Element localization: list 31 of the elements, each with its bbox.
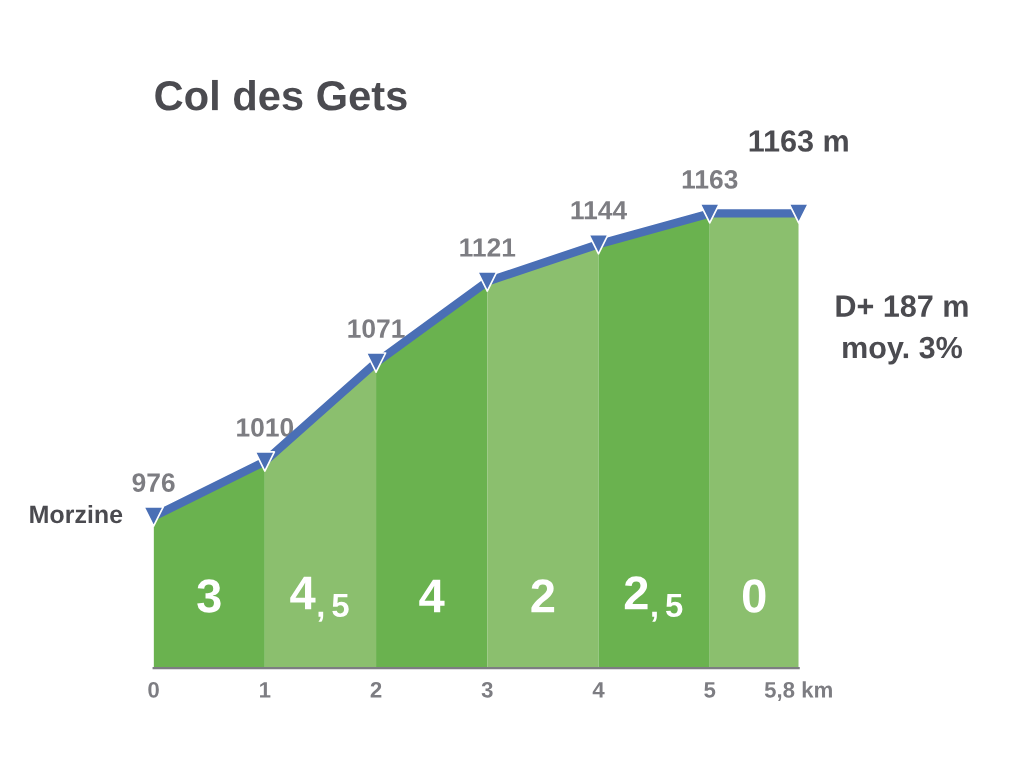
band-label: 2	[531, 579, 555, 613]
x-tick-label: 5,8 km	[764, 681, 832, 701]
point	[254, 451, 276, 472]
point	[699, 203, 721, 224]
annotation: 1163 m	[749, 130, 848, 152]
band-label: 4	[419, 579, 445, 613]
point	[788, 203, 810, 224]
band-label: 4$_{,5}$	[290, 576, 349, 622]
band-label: 2$_{,5}$	[624, 576, 683, 622]
point	[365, 352, 387, 373]
text: D+ 187 m	[836, 295, 968, 317]
data-label: 1010	[237, 418, 294, 437]
x-tick-label: 1	[260, 682, 271, 698]
band-label: 3	[197, 579, 221, 613]
x-tick-label: 3	[481, 681, 493, 698]
annotation: Morzine	[30, 504, 123, 524]
point	[476, 271, 498, 292]
data-label: 976	[132, 473, 175, 492]
x-tick-label: 5	[704, 682, 716, 698]
text: moy. 3%	[843, 336, 962, 365]
chart-title: Col des Gets	[155, 79, 407, 111]
x-tick-label: 0	[148, 681, 159, 698]
data-label: 1144	[571, 201, 627, 220]
band-label: 0	[742, 579, 766, 613]
point	[143, 506, 165, 527]
data-label: 1121	[460, 238, 516, 257]
data-label: 1071	[348, 319, 405, 338]
x-tick-label: 4	[592, 682, 605, 698]
x-tick-label: 2	[370, 681, 382, 698]
data-label: 1163	[682, 170, 738, 189]
point	[588, 233, 609, 255]
